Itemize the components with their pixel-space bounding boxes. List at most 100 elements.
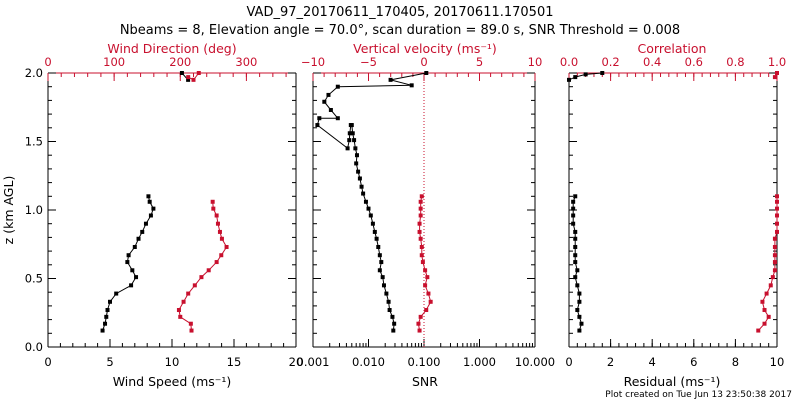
wind-speed-point: [134, 275, 139, 280]
vertical-velocity-point: [426, 291, 431, 296]
wind-direction-top-point: [186, 75, 191, 80]
correlation-point: [760, 299, 765, 304]
vertical-velocity-point: [418, 314, 423, 319]
wind-direction-low-point: [176, 308, 181, 313]
vertical-velocity-point: [419, 194, 424, 199]
vertical-velocity-point: [418, 236, 423, 241]
plot-footer: Plot created on Tue Jun 13 23:50:38 2017: [605, 390, 792, 400]
correlation-point: [772, 260, 777, 265]
x-tick-label: 0.100: [408, 355, 441, 369]
residual-point: [571, 221, 576, 226]
wind-direction-low-point: [199, 275, 204, 280]
wind-speed-point: [129, 283, 134, 288]
snr-point: [388, 77, 393, 82]
vertical-velocity-point: [417, 328, 422, 333]
snr-point: [391, 328, 396, 333]
top-x-tick-label: 5: [476, 55, 483, 69]
x-tick-label: 10: [165, 355, 180, 369]
top-x-tick-label: 0.4: [643, 55, 661, 69]
correlation-point: [768, 283, 773, 288]
figure-subtitle: Nbeams = 8, Elevation angle = 70.0°, sca…: [120, 23, 680, 38]
x-tick-label: 4: [649, 355, 656, 369]
wind-direction-low-point: [189, 328, 194, 333]
snr-point: [352, 138, 357, 143]
residual-top-point: [567, 77, 571, 82]
y-tick-label: 0.0: [25, 340, 43, 354]
wind-direction-low-point: [181, 299, 186, 304]
snr-point: [377, 268, 382, 273]
vertical-velocity-point: [423, 268, 428, 273]
vertical-velocity-point: [416, 321, 421, 326]
correlation-point: [772, 244, 777, 249]
x-tick-label: 8: [732, 355, 739, 369]
vertical-velocity-point: [419, 244, 424, 249]
correlation-point: [762, 321, 767, 326]
x-tick-label: 10.000: [515, 355, 555, 369]
residual-point: [571, 213, 576, 218]
wind-direction-low-point: [214, 213, 219, 218]
wind-speed-point: [125, 260, 130, 265]
wind-direction-low-point: [188, 321, 193, 326]
wind-speed-point: [147, 199, 152, 204]
snr-point: [359, 184, 364, 189]
residual-point: [571, 199, 576, 204]
residual-point: [577, 328, 582, 333]
residual-point: [571, 206, 576, 211]
correlation-point: [775, 221, 779, 226]
wind-x-label: Wind Speed (ms⁻¹): [113, 374, 232, 389]
snr-point: [368, 213, 373, 218]
snr-point: [370, 221, 375, 226]
vertical-velocity-point: [418, 206, 423, 211]
residual-top-line: [568, 72, 603, 81]
residual-top-x-label: Correlation: [638, 41, 707, 56]
wind-speed-top-point: [186, 77, 191, 82]
x-tick-label: 5: [106, 355, 113, 369]
snr-point: [380, 275, 385, 280]
wind-direction-low-point: [215, 221, 220, 226]
top-x-tick-label: 0.8: [726, 55, 744, 69]
snr-point: [317, 116, 322, 121]
snr-point: [372, 229, 377, 234]
wind-direction-low-point: [192, 283, 197, 288]
x-tick-label: 2: [607, 355, 614, 369]
wind-speed-point: [100, 328, 105, 333]
wind-direction-low-point: [206, 268, 211, 273]
wind-direction-low-point: [178, 314, 183, 319]
wind-speed-point: [146, 194, 151, 199]
residual-point: [573, 229, 578, 234]
wind-speed-point: [105, 308, 110, 313]
top-x-tick-label: 0: [420, 55, 427, 69]
x-tick-label: 15: [227, 355, 242, 369]
vertical-velocity-point: [417, 221, 422, 226]
snr-point: [348, 123, 353, 128]
snr-point: [345, 146, 350, 151]
snr-point: [354, 153, 359, 158]
correlation-top-point: [775, 71, 779, 75]
wind-direction-low-point: [219, 253, 224, 258]
residual-point: [577, 291, 582, 296]
wind-speed-point: [103, 321, 108, 326]
vertical-velocity-point: [423, 283, 428, 288]
vertical-velocity-point: [418, 213, 423, 218]
correlation-point: [766, 314, 771, 319]
residual-top-point: [600, 71, 605, 75]
x-tick-label: 20: [289, 355, 304, 369]
figure-title: VAD_97_20170611_170405, 20170611.170501: [247, 5, 554, 20]
y-tick-label: 1.0: [25, 203, 43, 217]
x-tick-label: 6: [690, 355, 697, 369]
correlation-point: [770, 275, 775, 280]
snr-point: [350, 131, 355, 136]
x-tick-label: 0: [565, 355, 572, 369]
snr-point: [328, 107, 333, 112]
snr-point: [381, 283, 386, 288]
wind-speed-point: [136, 236, 141, 241]
snr-point: [322, 99, 327, 104]
correlation-point: [756, 328, 761, 333]
snr-point: [335, 84, 340, 89]
snr-point: [353, 146, 358, 151]
vertical-velocity-point: [417, 229, 422, 234]
residual-point: [573, 236, 578, 241]
snr-point: [390, 314, 395, 319]
top-x-tick-label: 200: [169, 55, 191, 69]
